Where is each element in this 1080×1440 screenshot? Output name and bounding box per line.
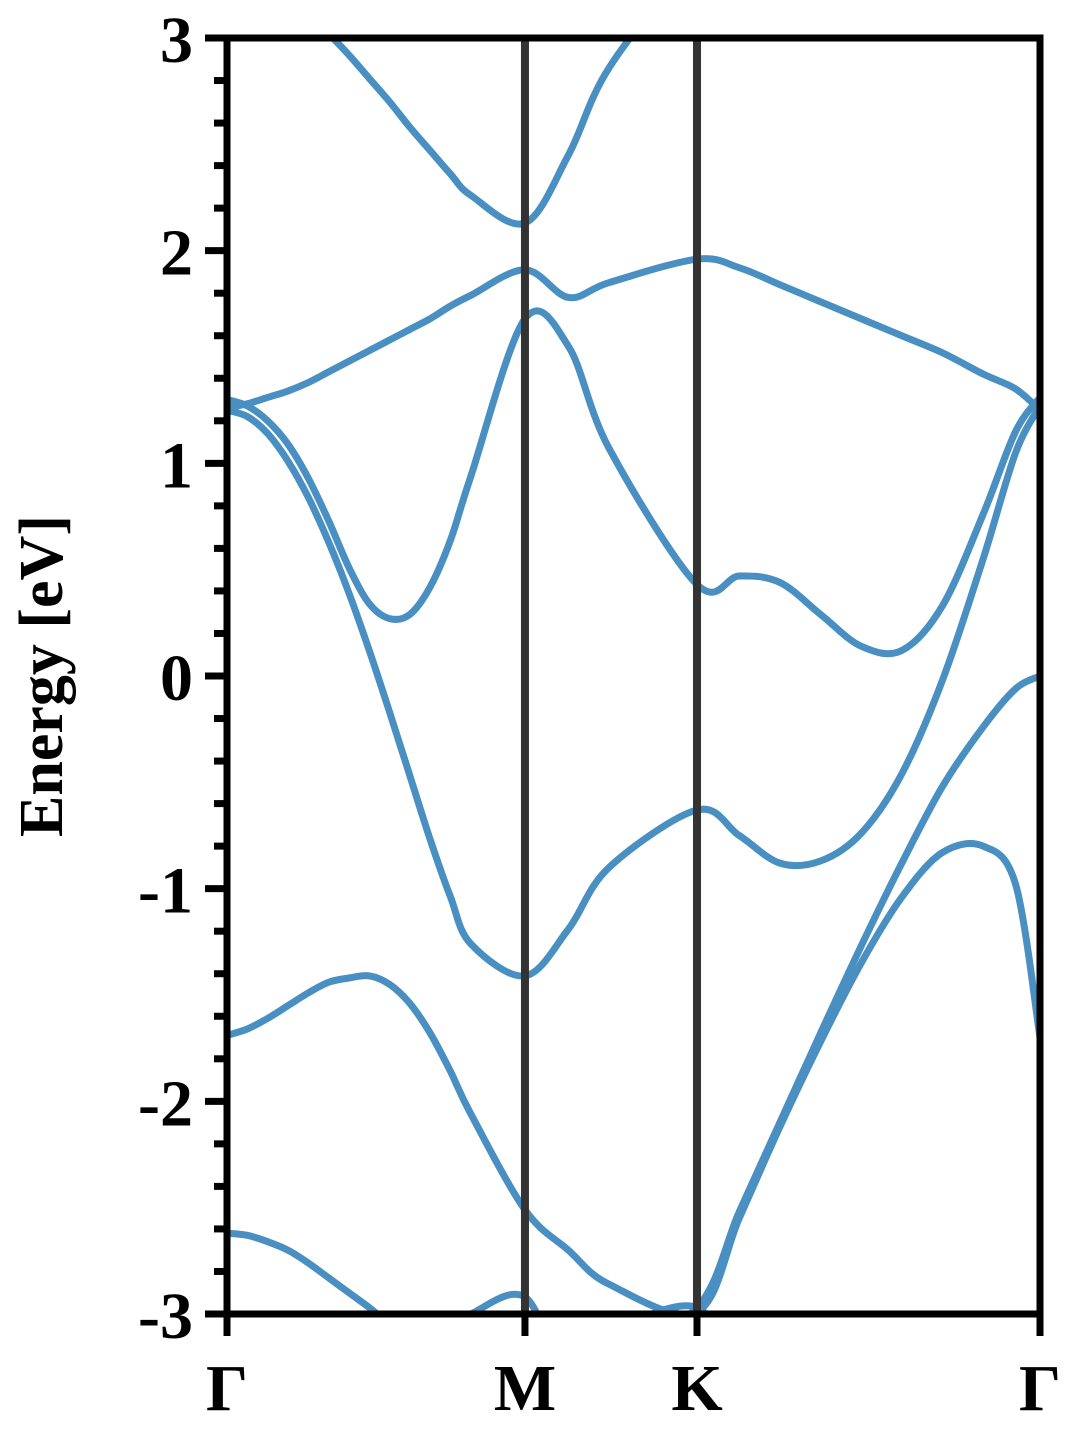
x-tick-label-2: K: [671, 1352, 722, 1425]
plot-frame: [223, 34, 1044, 1318]
y-tick-label: 3: [160, 4, 193, 77]
x-tick-label-0: Γ: [206, 1352, 248, 1425]
x-tick-label-3: Γ: [1019, 1352, 1061, 1425]
y-axis-tick-labels: 3 2 1 0 -1 -2 -3: [138, 4, 193, 1353]
x-tick-label-1: M: [494, 1352, 556, 1425]
high-symmetry-lines: [520, 38, 701, 1314]
axes-frame: [223, 34, 1044, 1318]
y-tick-label: -3: [138, 1280, 193, 1353]
y-axis-major-ticks: [205, 34, 227, 1318]
y-tick-label: -1: [138, 855, 193, 928]
y-tick-label: 1: [160, 429, 193, 502]
band-curve: [227, 840, 1040, 1314]
y-axis-label: Energy [eV]: [8, 515, 76, 837]
x-axis-ticks: [223, 1314, 1044, 1336]
band-curve: [462, 1290, 711, 1314]
y-tick-label: -2: [138, 1067, 193, 1140]
y-tick-label: 2: [160, 217, 193, 290]
y-axis-title: Energy [eV]: [8, 515, 76, 837]
band-curve: [227, 255, 1040, 414]
band-curve: [227, 672, 1040, 1314]
y-tick-label: 0: [160, 642, 193, 715]
